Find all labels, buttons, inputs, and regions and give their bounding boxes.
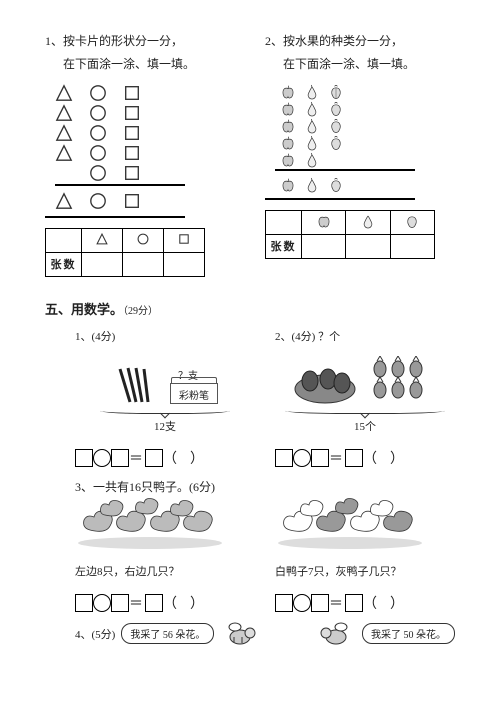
answer-cell[interactable] <box>164 252 205 276</box>
header-triangle <box>82 228 123 252</box>
pineapple-pile-icon <box>290 359 360 404</box>
q2-line1: 按水果的种类分一分， <box>283 34 403 48</box>
q1-label: 1、(4分) <box>75 331 115 343</box>
q4-label: 4、(5分) <box>75 626 115 642</box>
table-row <box>266 210 435 234</box>
fruit-row <box>275 84 415 100</box>
pear-icon <box>305 84 319 100</box>
equation[interactable]: ＝（ ） <box>75 448 255 468</box>
s5-q1-q2: 1、(4分) ？支 彩粉笔 12支 2、(4分) ？个 <box>45 328 455 434</box>
q1-shape-grid <box>45 84 185 218</box>
heading-points: （29分） <box>123 306 158 317</box>
top-questions: 1、按卡片的形状分一分， 在下面涂一涂、填一填。 <box>45 30 455 277</box>
heading-text: 五、用数学。 <box>45 302 123 317</box>
count-label: 张数 <box>266 234 302 258</box>
header-circle <box>123 228 164 252</box>
bee-icon <box>316 619 356 649</box>
q2-line2: 在下面涂一涂、填一填。 <box>265 57 415 71</box>
answer-cell[interactable] <box>346 234 390 258</box>
s5-q3-sub: 左边8只，右边几只？ 白鸭子7只，灰鸭子几只？ <box>45 557 455 579</box>
q1-line2: 在下面涂一涂、填一填。 <box>45 57 195 71</box>
q3-sub-left: 左边8只，右边几只？ <box>75 563 255 579</box>
q2-total: 15个 <box>275 418 455 434</box>
q2-label: 2、(4分) ？个 <box>275 331 340 343</box>
ducks-right <box>275 495 455 553</box>
speech-right: 我采了 50 朵花。 <box>362 623 455 644</box>
ducks-icon <box>275 495 425 550</box>
equation[interactable]: ＝（ ） <box>275 593 455 613</box>
q1-line1: 按卡片的形状分一分， <box>63 34 183 48</box>
s5-q3-label: 3、一共有16只鸭子。(6分) <box>45 478 455 495</box>
crayon-box: 彩粉笔 <box>170 383 218 404</box>
q2-prompt: 2、按水果的种类分一分， 在下面涂一涂、填一填。 <box>265 30 455 76</box>
equation[interactable]: ＝（ ） <box>75 593 255 613</box>
s5-q3 <box>45 495 455 553</box>
q2-fruit-grid <box>265 84 415 200</box>
square-icon <box>123 84 141 102</box>
speech-left: 我采了 56 朵花。 <box>121 623 214 644</box>
q1: 1、按卡片的形状分一分， 在下面涂一涂、填一填。 <box>45 30 235 277</box>
answer-cell[interactable] <box>82 252 123 276</box>
count-label: 张数 <box>46 252 82 276</box>
answer-cell[interactable] <box>390 234 434 258</box>
shape-row <box>55 164 185 182</box>
eq-row-2: ＝（ ） ＝（ ） <box>45 583 455 613</box>
shape-row-bottom <box>55 184 185 210</box>
section-5-heading: 五、用数学。（29分） <box>45 299 455 318</box>
q1-num: 1、 <box>45 34 63 48</box>
s5-q1: 1、(4分) ？支 彩粉笔 12支 <box>75 328 255 434</box>
s5-q2: 2、(4分) ？个 15个 <box>275 328 455 434</box>
table-row <box>46 228 205 252</box>
q1-figure: ？支 彩粉笔 <box>75 344 255 404</box>
q2-figure <box>275 344 455 404</box>
box-label: 彩粉笔 <box>179 391 209 402</box>
q2-num: 2、 <box>265 34 283 48</box>
q3-sub-right: 白鸭子7只，灰鸭子几只？ <box>275 563 455 579</box>
shape-row <box>55 144 185 162</box>
answer-cell[interactable] <box>123 252 164 276</box>
shape-row <box>55 84 185 102</box>
equation[interactable]: ＝（ ） <box>275 448 455 468</box>
brace <box>100 406 230 414</box>
answer-cell[interactable] <box>302 234 346 258</box>
brace <box>285 406 445 414</box>
triangle-icon <box>55 84 73 102</box>
apple-icon <box>281 84 295 100</box>
circle-icon <box>89 84 107 102</box>
header-square <box>164 228 205 252</box>
section-5: 五、用数学。（29分） 1、(4分) ？支 彩粉笔 12支 2、(4分) ？个 <box>45 299 455 649</box>
table-row: 张数 <box>266 234 435 258</box>
eq-row-1: ＝（ ） ＝（ ） <box>45 438 455 468</box>
pineapples-grid <box>370 356 440 404</box>
ducks-icon <box>75 495 225 550</box>
shape-row <box>55 124 185 142</box>
s5-q4: 4、(5分) 我采了 56 朵花。 我采了 50 朵花。 <box>45 619 455 649</box>
shape-row <box>55 104 185 122</box>
ducks-left <box>75 495 255 553</box>
q1-total: 12支 <box>75 418 255 434</box>
table-row: 张数 <box>46 252 205 276</box>
q2: 2、按水果的种类分一分， 在下面涂一涂、填一填。 张数 <box>265 30 455 277</box>
q2-answer-table: 张数 <box>265 210 435 259</box>
q1-answer-table: 张数 <box>45 228 205 277</box>
q1-prompt: 1、按卡片的形状分一分， 在下面涂一涂、填一填。 <box>45 30 235 76</box>
peach-icon <box>329 84 343 100</box>
bee-icon <box>220 619 260 649</box>
sticks-icon <box>112 364 162 404</box>
